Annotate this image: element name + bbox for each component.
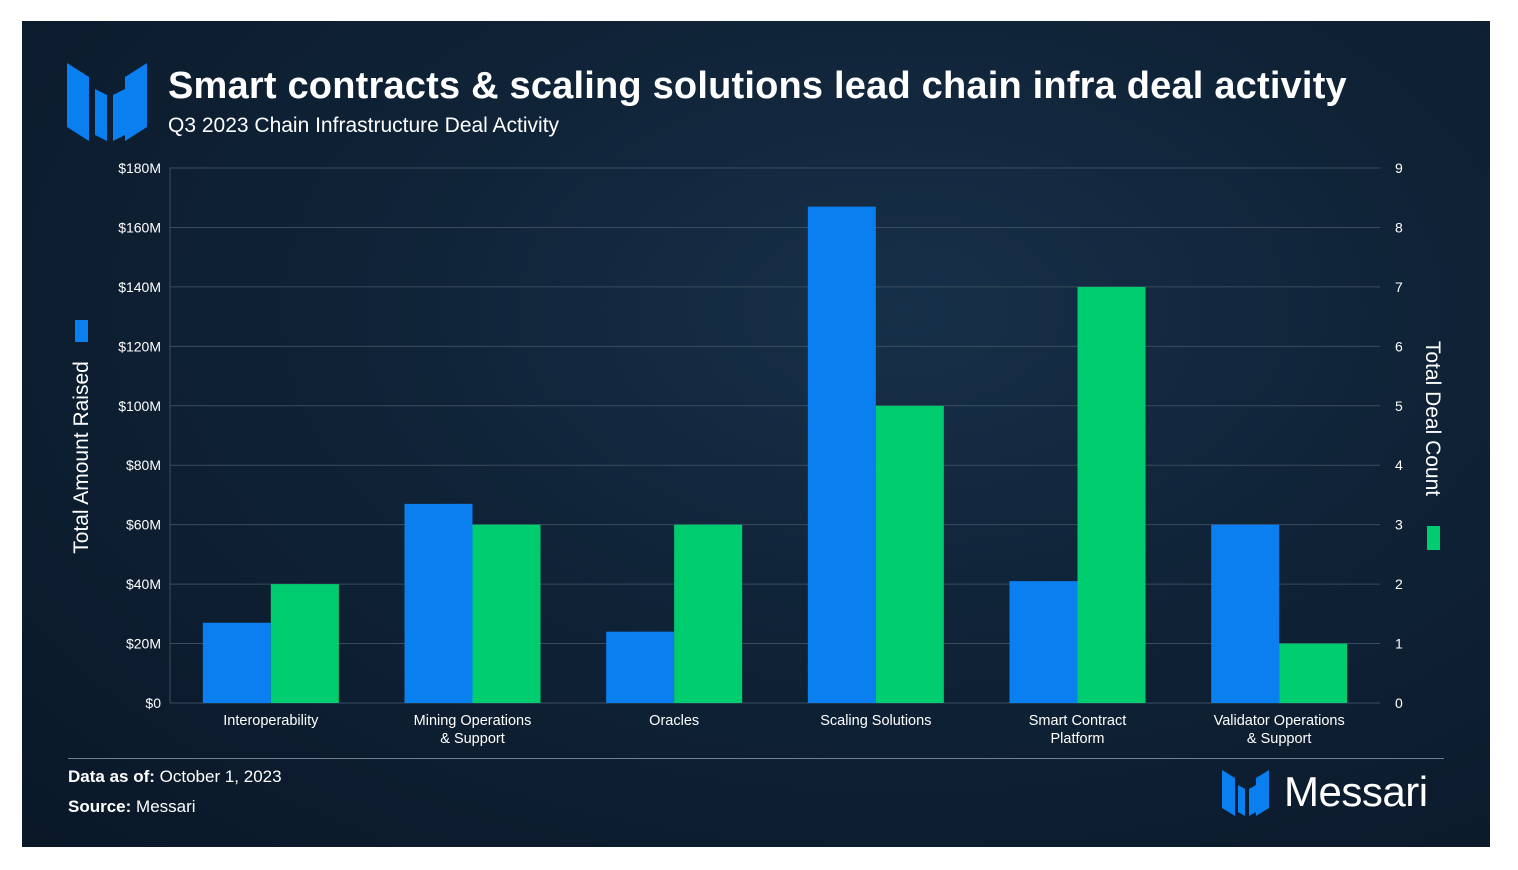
chart-card: Smart contracts & scaling solutions lead… — [22, 21, 1490, 847]
x-tick-label: Platform — [1051, 731, 1105, 747]
y2-tick-label: 3 — [1395, 517, 1403, 533]
bar-deal-count — [1077, 286, 1146, 703]
x-tick-label: Mining Operations — [414, 713, 532, 729]
y-tick-label: $160M — [118, 219, 161, 235]
y2-tick-label: 6 — [1395, 338, 1403, 354]
y-tick-label: $140M — [118, 279, 161, 295]
y-tick-label: $100M — [118, 398, 161, 414]
y-tick-label: $80M — [126, 457, 161, 473]
y2-axis-title: Total Deal Count — [1421, 341, 1444, 496]
y-tick-label: $40M — [126, 576, 161, 592]
source-label: Source: — [68, 797, 132, 816]
bar-deal-count — [875, 405, 944, 703]
y-tick-label: $60M — [126, 517, 161, 533]
chart-subtitle: Q3 2023 Chain Infrastructure Deal Activi… — [168, 114, 560, 137]
brand-logo-icon — [1222, 770, 1269, 816]
chart-title: Smart contracts & scaling solutions lead… — [168, 65, 1347, 107]
y2-tick-label: 0 — [1395, 695, 1403, 711]
bar-deal-count — [472, 524, 541, 703]
y2-tick-label: 2 — [1395, 576, 1403, 592]
x-tick-label: Oracles — [649, 713, 699, 729]
y-tick-label: $20M — [126, 636, 161, 652]
bar-amount-raised — [1009, 581, 1078, 703]
x-tick-label: Validator Operations — [1214, 713, 1345, 729]
bar-deal-count — [270, 584, 339, 703]
bar-deal-count — [1279, 643, 1348, 703]
legend-swatch-count — [1427, 526, 1440, 550]
brand-name: Messari — [1284, 768, 1428, 815]
y2-tick-label: 1 — [1395, 636, 1403, 652]
y-tick-label: $120M — [118, 338, 161, 354]
data-as-of-label: Data as of: — [68, 767, 155, 786]
bar-amount-raised — [606, 631, 675, 703]
legend-swatch-amount — [75, 320, 88, 342]
bar-deal-count — [674, 524, 743, 703]
y2-tick-label: 5 — [1395, 398, 1403, 414]
bar-amount-raised — [202, 622, 271, 703]
bar-amount-raised — [807, 206, 876, 703]
x-tick-label: & Support — [440, 731, 505, 747]
y2-tick-label: 9 — [1395, 160, 1403, 176]
bar-amount-raised — [404, 503, 473, 703]
data-as-of: Data as of: October 1, 2023 — [68, 767, 282, 787]
y2-tick-label: 4 — [1395, 457, 1403, 473]
x-tick-label: Smart Contract — [1029, 713, 1127, 729]
messari-logo-icon — [67, 63, 147, 141]
y-axis-title: Total Amount Raised — [70, 361, 93, 554]
x-tick-label: & Support — [1247, 731, 1312, 747]
y-tick-label: $0 — [145, 695, 161, 711]
data-as-of-value: October 1, 2023 — [159, 767, 282, 786]
bar-chart: $0 $20M $40M $60M $80M $100M $120M $140M $160M $1… — [70, 160, 1444, 747]
source: Source: Messari — [68, 797, 196, 817]
footer-divider — [68, 758, 1444, 759]
x-tick-label: Scaling Solutions — [820, 713, 931, 729]
y-tick-label: $180M — [118, 160, 161, 176]
y2-tick-label: 8 — [1395, 219, 1403, 235]
y2-tick-label: 7 — [1395, 279, 1403, 295]
source-value: Messari — [136, 797, 196, 816]
x-tick-label: Interoperability — [223, 713, 319, 729]
bar-amount-raised — [1211, 524, 1280, 703]
